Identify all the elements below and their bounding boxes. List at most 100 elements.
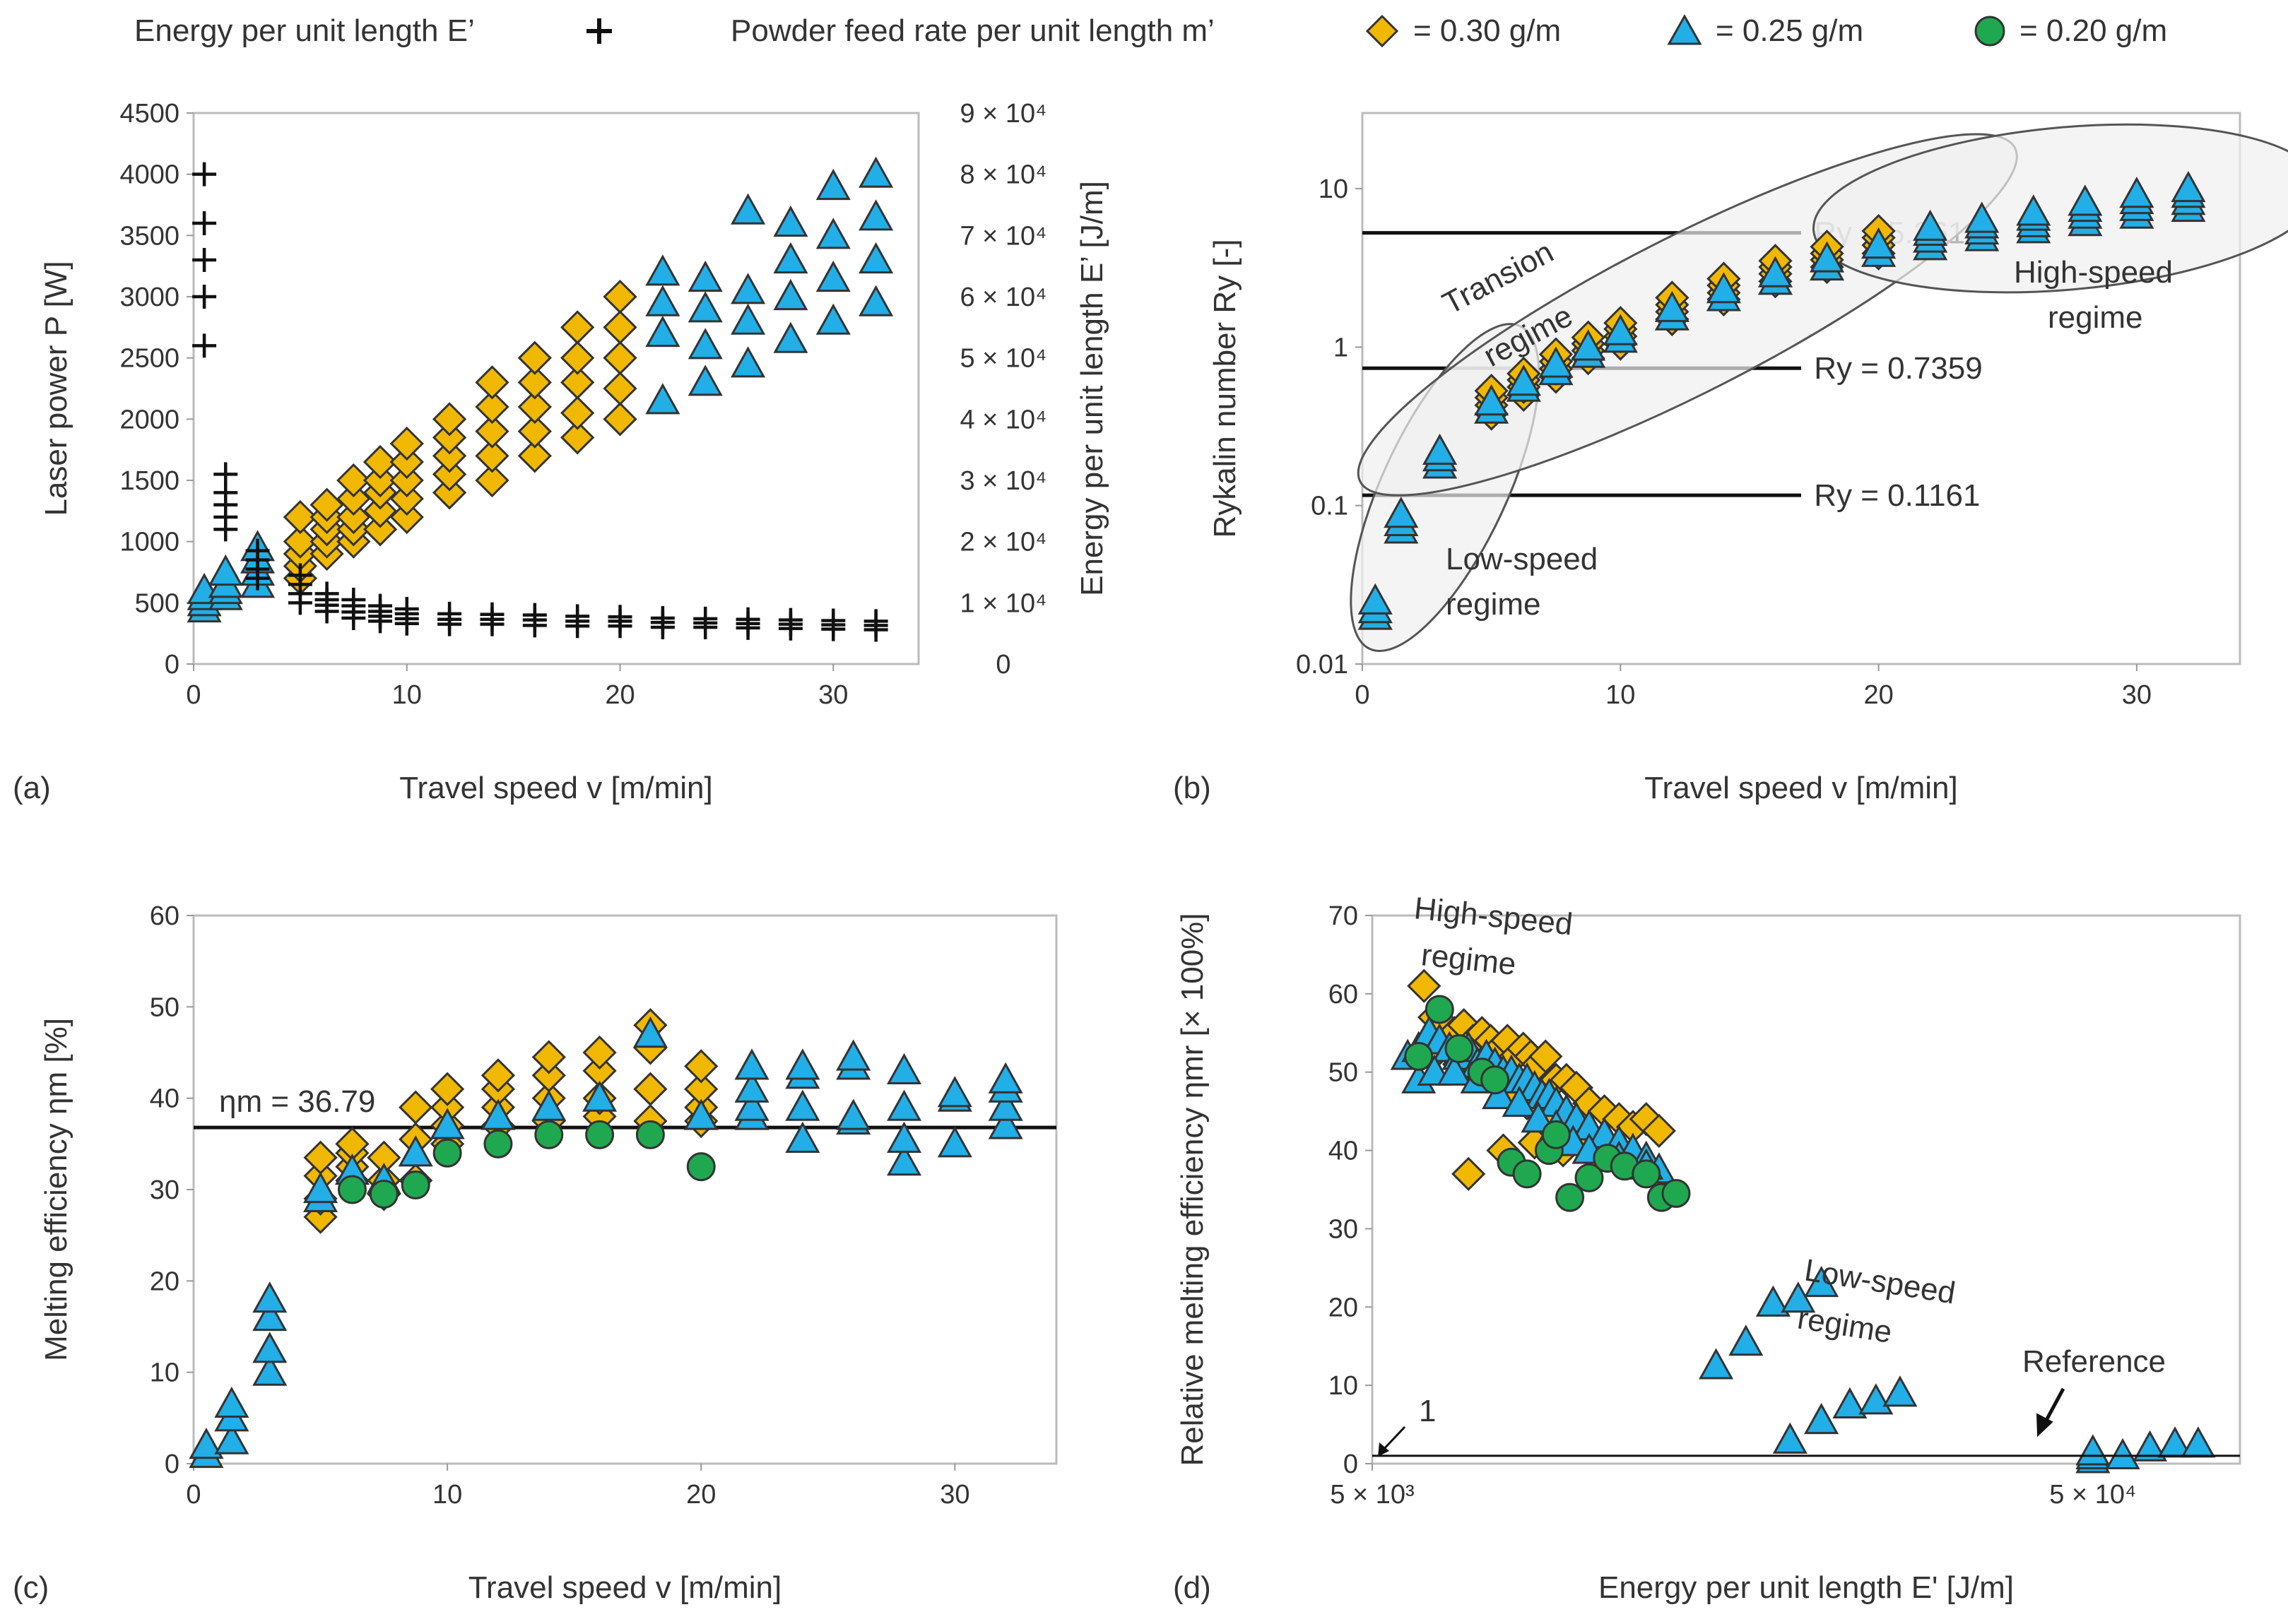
triangle-data-point [1502, 1085, 1537, 1118]
circle-data-point [1661, 1179, 1691, 1209]
series-d-1 [1390, 1015, 2216, 1474]
y-axis-label: Relative melting efficiency ηmr [× 100%] [1175, 913, 1210, 1466]
diamond-data-point [560, 340, 595, 375]
y-tick-label: 3000 [119, 283, 179, 312]
diamond-data-point [336, 481, 371, 516]
triangle-data-point [1913, 209, 1948, 241]
plus-data-point [314, 581, 339, 606]
triangle-data-point [988, 1089, 1023, 1121]
y-tick-label: 0 [165, 1450, 179, 1479]
triangle-data-point [1482, 1077, 1517, 1110]
triangle-data-point [731, 193, 766, 225]
reference-line-label: ηm = 36.79 [219, 1084, 375, 1119]
x-tick-label: 10 [392, 680, 422, 710]
triangle-data-point [785, 1121, 820, 1153]
circle-data-point [1444, 1033, 1474, 1063]
triangle-data-point [937, 1126, 972, 1158]
y-tick-label: 0.1 [1311, 492, 1348, 521]
series-a-1 [187, 156, 894, 623]
y-tick-label: 30 [1328, 1214, 1358, 1244]
diamond-data-point [517, 389, 552, 425]
y-tick-label: 3500 [119, 221, 179, 251]
y-tick-label: 10 [1328, 1371, 1358, 1401]
diamond-data-point [475, 365, 509, 400]
triangle-data-point [836, 1039, 871, 1071]
x-tick-label: 10 [1605, 680, 1635, 710]
low-speed-regime-label: regime [1795, 1300, 1894, 1349]
circle-data-point [686, 1152, 716, 1182]
legend-series-025: = 0.25 g/m [1716, 13, 1863, 48]
legend-diamond-marker [1365, 14, 1399, 48]
y2-tick-label: 5 × 10⁴ [960, 344, 1046, 374]
series-b-1 [1357, 170, 2206, 630]
x-tick-label: 20 [605, 680, 635, 710]
y2-tick-label: 2 × 10⁴ [960, 528, 1046, 557]
triangle-data-point [1357, 583, 1393, 615]
circle-data-point [585, 1120, 615, 1149]
y-tick-label: 0 [1343, 1450, 1358, 1479]
triangle-data-point [1804, 1265, 1839, 1298]
low-speed-regime-label: regime [1446, 587, 1541, 622]
diamond-data-point [336, 499, 371, 535]
y2-axis-label: Energy per unit length E’ [J/m] [1075, 181, 1109, 596]
y-tick-label: 20 [150, 1267, 179, 1296]
triangle-data-point [252, 1281, 288, 1313]
triangle-data-point [582, 1080, 618, 1112]
x-axis-label: Travel speed v [m/min] [1644, 771, 1957, 805]
triangle-data-point [645, 315, 680, 348]
y-axis-label: Laser power P [W] [39, 261, 73, 516]
x-tick-label: 20 [1863, 680, 1893, 710]
diamond-data-point [560, 310, 595, 345]
plus-data-point [821, 608, 846, 633]
chart-panel-c: 0 10 20 30 0 10 20 30 40 50 60 Travel speed v [m/mi… [13, 901, 1058, 1605]
plus-data-point [192, 285, 217, 309]
unity-arrow-head [1378, 1442, 1389, 1457]
triangle-data-point [859, 156, 894, 188]
chart-panels: 0 10 20 30050010001500200025003000350040004… [13, 99, 2288, 1605]
x-tick-label: 10 [432, 1480, 462, 1510]
series-c-1 [189, 1017, 1023, 1469]
y2-tick-label: 3 × 10⁴ [960, 466, 1046, 496]
chart-panel-a: 0 10 20 30 0 500 1000 1500 2000 2500 3000 3500 4000 4… [13, 99, 1109, 805]
legend-plus-marker [586, 18, 612, 44]
plus-data-point [480, 602, 505, 627]
triangle-data-point [531, 1089, 567, 1121]
plus-data-point [288, 563, 312, 588]
diamond-data-point [1641, 1113, 1676, 1148]
plus-data-point [341, 588, 366, 612]
triangle-data-point [2075, 1434, 2111, 1466]
x-tick-label: 30 [818, 680, 848, 710]
triangle-data-point [815, 303, 851, 335]
diamond-data-point [603, 279, 637, 314]
triangle-data-point [731, 346, 766, 378]
x-axis-label: Travel speed v [m/min] [399, 771, 712, 805]
diamond-data-point [336, 463, 371, 498]
plot-frame-b [1361, 112, 2241, 665]
diamond-data-point [517, 439, 552, 473]
legend: Energy per unit length E’ Powder feed ra… [134, 13, 2167, 48]
triangle-data-point [815, 218, 851, 249]
triangle-data-point [988, 1062, 1023, 1093]
series-a-2 [192, 162, 888, 642]
y-tick-label: 2000 [119, 405, 179, 434]
diamond-data-point [430, 1072, 465, 1106]
x-tick-label: 0 [186, 1480, 201, 1510]
y-tick-label: 10 [1319, 174, 1348, 204]
y2-tick-label: 8 × 10⁴ [960, 160, 1046, 190]
diamond-data-point [1451, 1156, 1486, 1191]
triangle-data-point [773, 242, 808, 274]
plus-data-point [565, 604, 590, 629]
circle-data-point [1404, 1042, 1434, 1072]
diamond-data-point [362, 463, 398, 498]
triangle-data-point [252, 1354, 288, 1386]
triangle-data-point [688, 364, 723, 396]
x-axis-label: Travel speed v [m/min] [468, 1570, 782, 1605]
diamond-data-point [389, 463, 424, 498]
triangle-data-point [815, 260, 851, 292]
triangle-data-point [1699, 1348, 1734, 1380]
y-tick-label: 1000 [119, 528, 179, 557]
plus-data-point [736, 607, 760, 632]
triangle-data-point [773, 205, 808, 237]
circle-data-point [1541, 1120, 1571, 1149]
diamond-data-point [362, 512, 398, 547]
